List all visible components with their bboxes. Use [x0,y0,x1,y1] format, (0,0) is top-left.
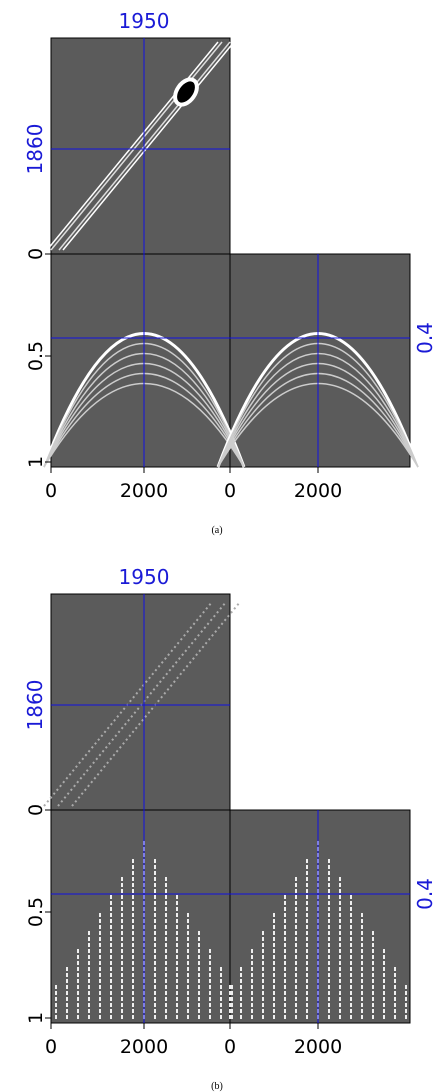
pane-top [50,37,231,255]
event [62,41,235,251]
event [57,601,227,807]
right-label: 0.4 [413,322,434,354]
y-tick-label: 1 [25,1012,47,1024]
pane-bottom-left [50,809,231,1024]
event [173,77,199,107]
left-label: 1860 [23,680,47,731]
top-label: 1950 [119,565,170,589]
y-tick-label: 0.5 [25,897,47,927]
right-label: 0.4 [413,878,434,910]
pane-bottom-left [50,253,231,468]
y-tick-label: 0.5 [25,341,47,371]
pane-bottom-right [229,809,411,1024]
event [71,601,241,807]
top-label: 1950 [119,9,170,33]
event [50,41,223,251]
y-tick-label: 1 [25,456,47,468]
left-label: 1860 [23,124,47,175]
x-tick-label: 0 [224,1036,236,1058]
x-tick-label: 0 [45,480,57,502]
x-tick-label: 2000 [294,1036,342,1058]
event [43,601,213,807]
y-tick-label: 0 [25,248,47,260]
pane-top [50,593,231,811]
x-tick-label: 0 [224,480,236,502]
event [46,41,219,251]
panel: 1950 1860 0.4 0 0.5 1 0 2000 0 2000 (b) [23,565,434,1092]
panel: 1950 1860 0.4 0 0.5 1 0 2000 0 2000 (a) [23,9,434,536]
x-tick-label: 2000 [294,480,342,502]
x-tick-label: 2000 [120,480,168,502]
caption: (a) [211,525,222,536]
x-tick-label: 0 [45,1036,57,1058]
y-tick-label: 0 [25,804,47,816]
caption: (b) [211,1081,223,1092]
pane-bottom-right [229,253,411,468]
x-tick-label: 2000 [120,1036,168,1058]
